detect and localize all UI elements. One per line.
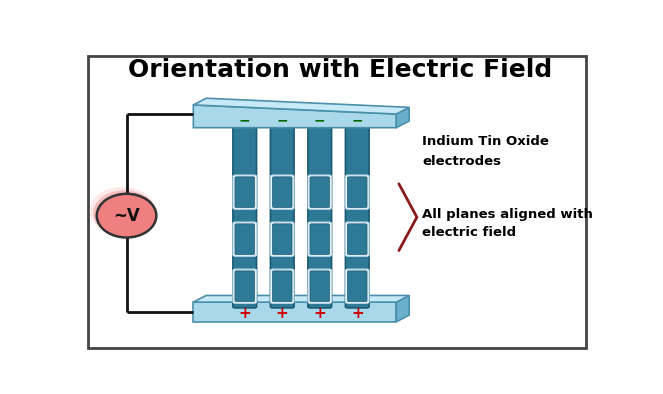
FancyBboxPatch shape [347,224,367,255]
FancyBboxPatch shape [310,224,330,255]
Polygon shape [194,302,396,322]
FancyBboxPatch shape [345,121,369,308]
FancyBboxPatch shape [233,121,257,308]
Text: electrodes: electrodes [422,154,501,167]
FancyBboxPatch shape [308,222,332,256]
FancyBboxPatch shape [233,175,257,209]
Text: electric field: electric field [422,226,516,239]
FancyBboxPatch shape [271,175,294,209]
FancyBboxPatch shape [235,224,255,255]
Text: +: + [276,306,288,321]
Text: −: − [239,113,251,128]
Text: +: + [239,306,251,321]
FancyBboxPatch shape [308,121,332,308]
FancyBboxPatch shape [233,269,257,303]
FancyBboxPatch shape [308,269,332,303]
Text: +: + [351,306,363,321]
Ellipse shape [93,190,156,236]
FancyBboxPatch shape [345,175,369,209]
Text: −: − [314,113,326,128]
Text: All planes aligned with: All planes aligned with [422,208,593,221]
Polygon shape [194,105,396,128]
FancyBboxPatch shape [271,269,294,303]
FancyBboxPatch shape [345,269,369,303]
Polygon shape [396,107,409,128]
FancyBboxPatch shape [272,224,292,255]
FancyBboxPatch shape [345,222,369,256]
Ellipse shape [97,194,156,238]
FancyBboxPatch shape [347,177,367,208]
FancyBboxPatch shape [310,177,330,208]
Polygon shape [194,296,409,302]
Ellipse shape [90,187,155,235]
FancyBboxPatch shape [308,175,332,209]
Text: −: − [351,113,363,128]
FancyBboxPatch shape [235,177,255,208]
FancyBboxPatch shape [347,271,367,301]
FancyBboxPatch shape [272,271,292,301]
Polygon shape [396,296,409,322]
FancyBboxPatch shape [272,177,292,208]
FancyBboxPatch shape [233,222,257,256]
Text: ~V: ~V [113,207,140,225]
Text: Orientation with Electric Field: Orientation with Electric Field [128,58,552,82]
Text: −: − [276,113,288,128]
Ellipse shape [97,194,156,238]
FancyBboxPatch shape [235,271,255,301]
FancyBboxPatch shape [271,222,294,256]
Text: +: + [314,306,326,321]
FancyBboxPatch shape [271,121,294,308]
Text: Indium Tin Oxide: Indium Tin Oxide [422,135,549,148]
FancyBboxPatch shape [310,271,330,301]
Polygon shape [194,98,409,114]
